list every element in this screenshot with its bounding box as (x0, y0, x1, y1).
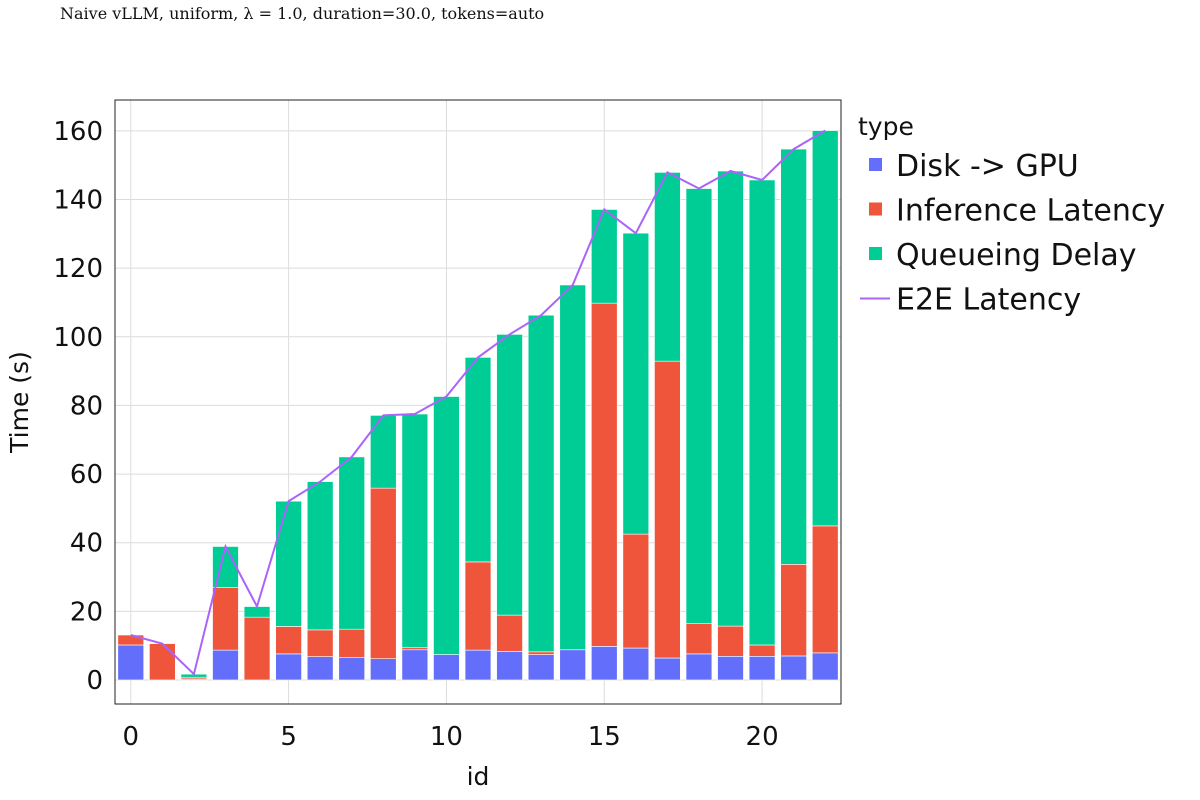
x-tick-label: 15 (588, 722, 621, 752)
bar-segment (748, 179, 776, 646)
bar-segment (212, 587, 239, 651)
legend-title: type (858, 112, 914, 141)
bar-segment (306, 629, 334, 657)
bar-segment (717, 170, 744, 627)
y-tick-label: 60 (70, 460, 103, 490)
bar-segment (685, 623, 713, 655)
y-tick-label: 160 (53, 117, 103, 147)
bar-segment (212, 649, 239, 681)
bar-segment (717, 625, 744, 657)
bar-segment (370, 487, 397, 660)
bar-segment (496, 651, 523, 681)
bar-segment (811, 130, 839, 527)
bar-segment (622, 647, 650, 681)
bar-segment (559, 284, 586, 651)
bar-segment (685, 653, 713, 681)
bar-segment (527, 314, 555, 653)
bar-segment (496, 614, 523, 652)
legend-swatch (869, 247, 882, 260)
legend-label: Disk -> GPU (896, 149, 1079, 184)
bar-segment (591, 209, 618, 304)
bar-segment (370, 658, 397, 681)
bar-segment (591, 302, 618, 647)
bar-segment (464, 649, 492, 681)
bar-segment (117, 644, 145, 681)
y-axis-title: Time (s) (5, 351, 34, 454)
bar-segment (811, 652, 839, 681)
bar-segment (780, 564, 807, 657)
x-axis-title: id (467, 762, 490, 791)
x-tick-label: 5 (280, 722, 297, 752)
bar-segment (306, 481, 334, 631)
bar-segment (433, 396, 460, 655)
bar-segment (654, 172, 681, 362)
y-tick-label: 80 (70, 391, 103, 421)
bar-segment (811, 525, 839, 654)
bar-segment (654, 360, 681, 659)
y-tick-label: 140 (53, 186, 103, 216)
bar-segment (338, 456, 365, 630)
bar-segment (243, 616, 271, 681)
bar-segment (401, 413, 429, 649)
e2e-latency-line (130, 129, 826, 677)
plot-frame (114, 99, 842, 705)
bar-segment (496, 334, 523, 616)
bar-segment (591, 646, 618, 681)
bar-segment (527, 651, 555, 655)
y-tick-label: 40 (70, 529, 103, 559)
y-tick-label: 0 (86, 666, 103, 696)
legend-label: E2E Latency (896, 283, 1081, 318)
chart-title: Naive vLLM, uniform, λ = 1.0, duration=3… (60, 4, 545, 23)
bar-segment (338, 657, 365, 681)
bar-segment (780, 148, 807, 565)
bar-segment (780, 655, 807, 681)
bar-segment (275, 500, 302, 627)
e2e-line (130, 129, 826, 677)
bar-segment (748, 655, 776, 681)
bars (117, 130, 839, 681)
x-tick-label: 0 (123, 722, 140, 752)
bar-segment (464, 561, 492, 651)
legend-swatch (869, 202, 882, 216)
bar-segment (559, 649, 586, 681)
bar-segment (748, 644, 776, 657)
bar-segment (527, 654, 555, 681)
x-tick-label: 10 (430, 722, 463, 752)
bar-segment (275, 653, 302, 681)
bar-segment (464, 357, 492, 563)
bar-segment (149, 643, 176, 681)
tick-labels: 0 5 10 15 20 0 20 40 60 80 100 120 140 160 (53, 117, 778, 752)
legend-label: Queueing Delay (896, 238, 1137, 273)
y-tick-label: 120 (53, 254, 103, 284)
y-tick-label: 20 (70, 597, 103, 627)
bar-segment (622, 533, 650, 649)
bar-segment (685, 188, 713, 624)
bar-segment (433, 654, 460, 681)
bar-segment (717, 655, 744, 681)
bar-segment (622, 232, 650, 535)
bar-segment (306, 656, 334, 681)
bar-segment (401, 647, 429, 651)
y-tick-label: 100 (53, 323, 103, 353)
bar-segment (401, 649, 429, 681)
bar-segment (654, 657, 681, 681)
legend-label: Inference Latency (896, 194, 1165, 229)
legend: type Disk -> GPU Inference Latency Queuein… (858, 112, 1165, 318)
x-tick-label: 20 (746, 722, 779, 752)
bar-segment (275, 626, 302, 655)
bar-segment (117, 634, 145, 646)
bar-segment (338, 628, 365, 658)
legend-swatch (869, 158, 882, 171)
